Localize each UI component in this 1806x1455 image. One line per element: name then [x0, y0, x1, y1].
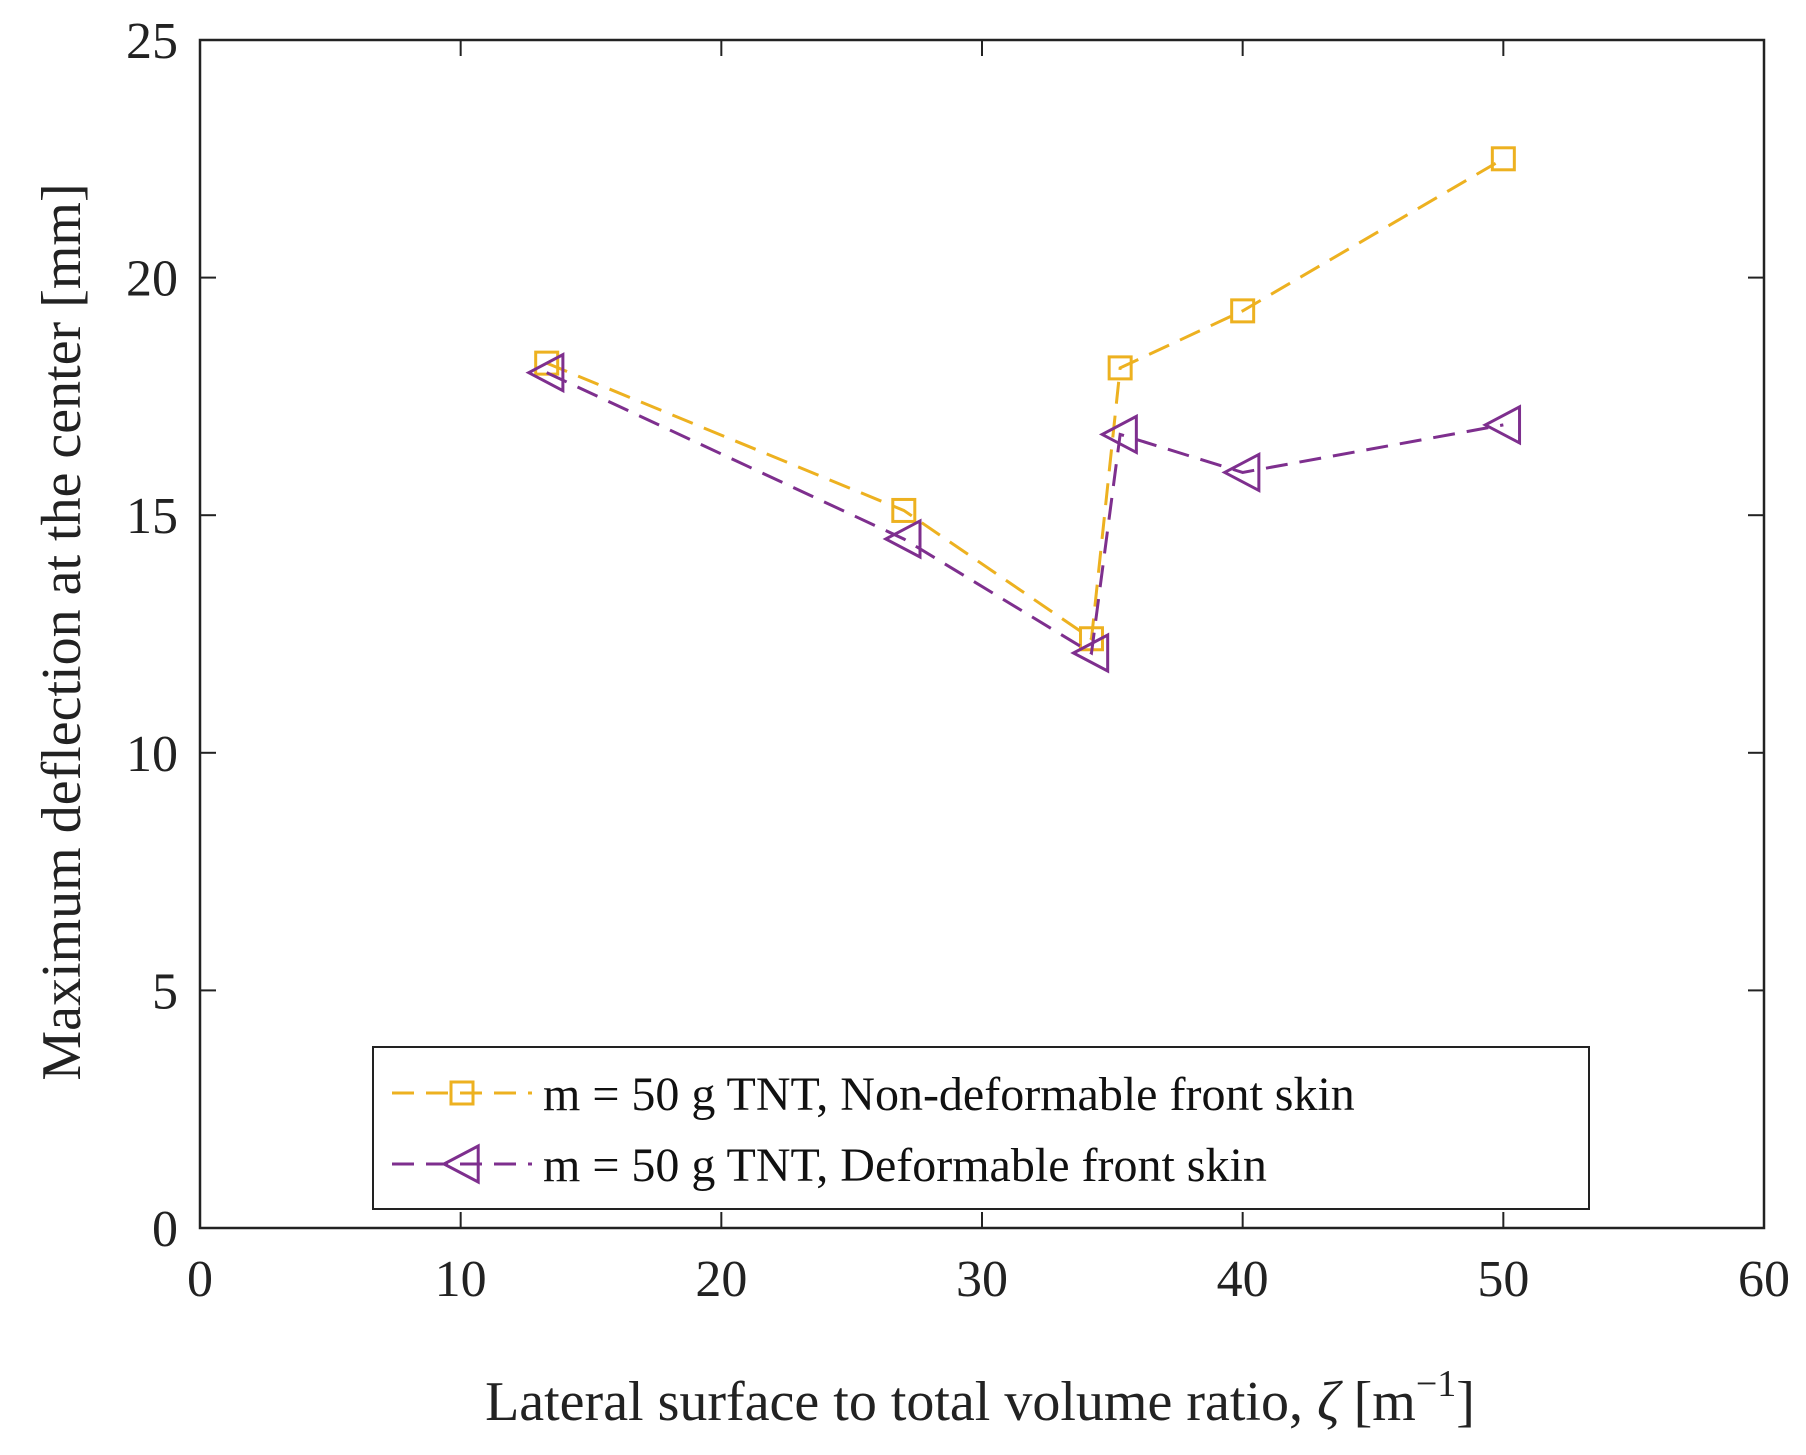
data-point-marker [1221, 451, 1261, 493]
series-line [546, 157, 1505, 642]
legend-marker-triangle [440, 1143, 480, 1185]
y-axis-title: Maximum deflection at the center [mm] [31, 183, 93, 1080]
data-point-marker [891, 497, 917, 523]
y-tick-label: 10 [126, 726, 178, 783]
y-tick-label: 20 [126, 251, 178, 308]
legend-box [372, 1046, 1590, 1210]
x-axis-ticks: 0 10 20 30 40 50 60 [187, 40, 1790, 1308]
legend-marker-shape [449, 1080, 475, 1106]
legend-entry-non-deformable: m = 50 g TNT, Non-deformable front skin [392, 1068, 1355, 1121]
series-1 [525, 352, 1522, 674]
y-tick-label: 0 [152, 1201, 178, 1258]
legend-entry-deformable: m = 50 g TNT, Deformable front skin [392, 1139, 1267, 1192]
data-point-marker [1490, 146, 1516, 172]
legend-marker-square [449, 1080, 475, 1106]
y-tick-label: 5 [152, 963, 178, 1020]
data-point-marker [1107, 355, 1133, 381]
legend-label: m = 50 g TNT, Non-deformable front skin [543, 1068, 1355, 1121]
series-0 [534, 146, 1516, 652]
x-tick-label: 20 [695, 1251, 747, 1308]
x-tick-label: 10 [435, 1251, 487, 1308]
series-line [546, 371, 1504, 656]
y-tick-label: 15 [126, 488, 178, 545]
legend-marker-shape [440, 1143, 480, 1185]
data-point-marker [882, 518, 922, 560]
data-point-marker [525, 352, 565, 394]
legend-label: m = 50 g TNT, Deformable front skin [543, 1139, 1267, 1192]
y-axis-ticks: 0 5 10 15 20 25 [126, 13, 1764, 1258]
x-axis-title: Lateral surface to total volume ratio, ζ… [485, 1363, 1475, 1433]
legend: m = 50 g TNT, Non-deformable front skin … [372, 1046, 1590, 1210]
x-tick-label: 50 [1477, 1251, 1529, 1308]
data-point-marker [1070, 632, 1110, 674]
data-point-marker [1482, 404, 1522, 446]
data-point-marker [1098, 413, 1138, 455]
x-tick-label: 0 [187, 1251, 213, 1308]
x-tick-label: 40 [1217, 1251, 1269, 1308]
y-tick-label: 25 [126, 13, 178, 70]
data-point-marker [1230, 298, 1256, 324]
x-tick-label: 60 [1738, 1251, 1790, 1308]
x-tick-label: 30 [956, 1251, 1008, 1308]
